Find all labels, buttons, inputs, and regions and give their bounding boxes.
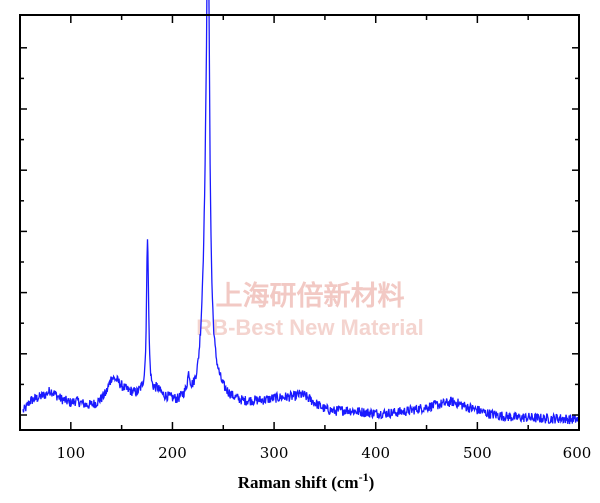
- plot-frame: [19, 14, 580, 431]
- watermark-english: RB-Best New Material: [196, 315, 423, 340]
- x-tick-label-500: 500: [463, 444, 492, 462]
- x-tick-label-200: 200: [158, 444, 187, 462]
- spectrum-line: [22, 0, 579, 425]
- x-axis-ticks: [19, 15, 580, 430]
- x-tick-label-100: 100: [56, 444, 85, 462]
- x-tick-label-300: 300: [260, 444, 289, 462]
- y-axis-ticks: [20, 47, 579, 416]
- x-tick-label-600: 600: [563, 444, 592, 462]
- watermark: 上海研倍新材料 RB-Best New Material: [196, 280, 423, 340]
- x-tick-label-400: 400: [361, 444, 390, 462]
- x-axis-tick-labels: 100 200 300 400 500 600: [56, 444, 591, 462]
- watermark-chinese: 上海研倍新材料: [216, 280, 405, 312]
- x-axis-title: Raman shift (cm-1): [238, 470, 375, 492]
- plot-area: [22, 0, 579, 425]
